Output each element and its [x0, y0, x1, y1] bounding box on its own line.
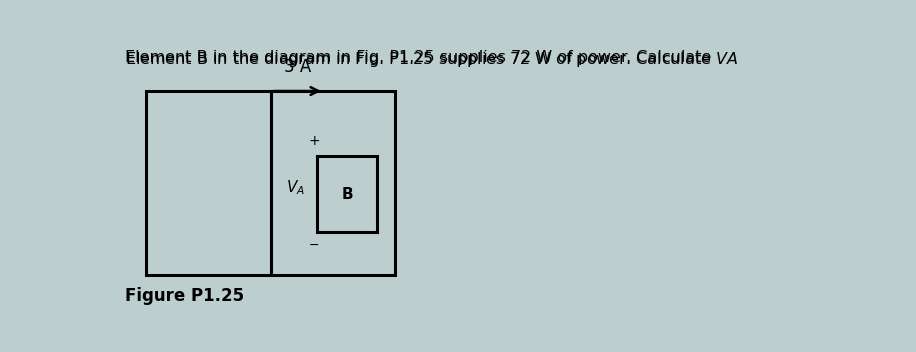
Text: B: B — [342, 187, 354, 202]
Text: Element B in the diagram in Fig. P1.25 supplies 72 W of power. Calculate: Element B in the diagram in Fig. P1.25 s… — [125, 50, 716, 65]
Text: Figure P1.25: Figure P1.25 — [125, 287, 245, 305]
Text: 3 A: 3 A — [284, 58, 311, 76]
Text: Element B in the diagram in Fig. P1.25 supplies 72 W of power. Calculate $\mathi: Element B in the diagram in Fig. P1.25 s… — [125, 50, 738, 69]
Bar — [317, 156, 377, 232]
Text: −: − — [309, 239, 320, 252]
Bar — [271, 91, 395, 275]
Text: $V_A$: $V_A$ — [286, 178, 305, 197]
Text: +: + — [308, 134, 320, 148]
Bar — [147, 91, 271, 275]
